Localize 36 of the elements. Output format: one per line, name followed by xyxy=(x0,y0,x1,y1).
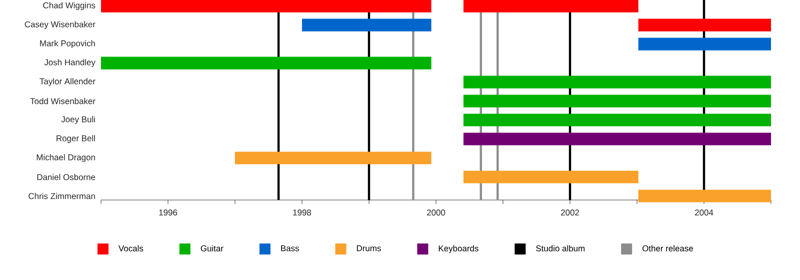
y-tick-label: Joey Buli xyxy=(61,116,95,124)
x-tick-label: 1996 xyxy=(159,210,178,216)
legend-label: Vocals xyxy=(118,245,144,252)
x-tick-label: 2004 xyxy=(695,210,714,216)
y-tick-label: Chris Zimmerman xyxy=(28,192,95,200)
y-tick-label: Casey Wisenbaker xyxy=(24,21,96,30)
y-tick-label: Todd Wisenbaker xyxy=(30,98,96,104)
bar xyxy=(463,76,772,88)
bar xyxy=(638,18,772,32)
bar xyxy=(638,190,772,202)
legend-label: Other release xyxy=(642,245,693,252)
legend-label: Bass xyxy=(281,245,299,252)
bar xyxy=(638,38,772,50)
y-tick-label: Josh Handley xyxy=(44,59,96,67)
y-tick-label: Taylor Allender xyxy=(40,78,96,86)
legend-label: Drums xyxy=(356,245,381,252)
legend-label: Keyboards xyxy=(438,245,478,254)
legend-label: Guitar xyxy=(200,245,224,252)
x-tick-label: 2002 xyxy=(561,210,579,216)
bar xyxy=(302,18,432,32)
bar xyxy=(463,0,638,12)
y-tick-label: Roger Bell xyxy=(56,135,95,143)
y-tick-label: Mark Popovich xyxy=(40,40,95,48)
y-tick-label: Michael Dragon xyxy=(36,154,95,162)
y-tick-label: Chad Wiggins xyxy=(43,2,96,10)
bar xyxy=(101,56,432,70)
bar xyxy=(235,152,432,164)
bar xyxy=(463,132,772,146)
x-tick-label: 1998 xyxy=(293,210,312,216)
bar xyxy=(463,170,638,184)
legend-label: Studio album xyxy=(536,245,585,252)
bar xyxy=(463,114,772,126)
bar xyxy=(101,0,432,12)
y-tick-label: Daniel Osborne xyxy=(37,174,96,180)
x-tick-label: 2000 xyxy=(427,210,446,216)
bar xyxy=(463,94,772,108)
